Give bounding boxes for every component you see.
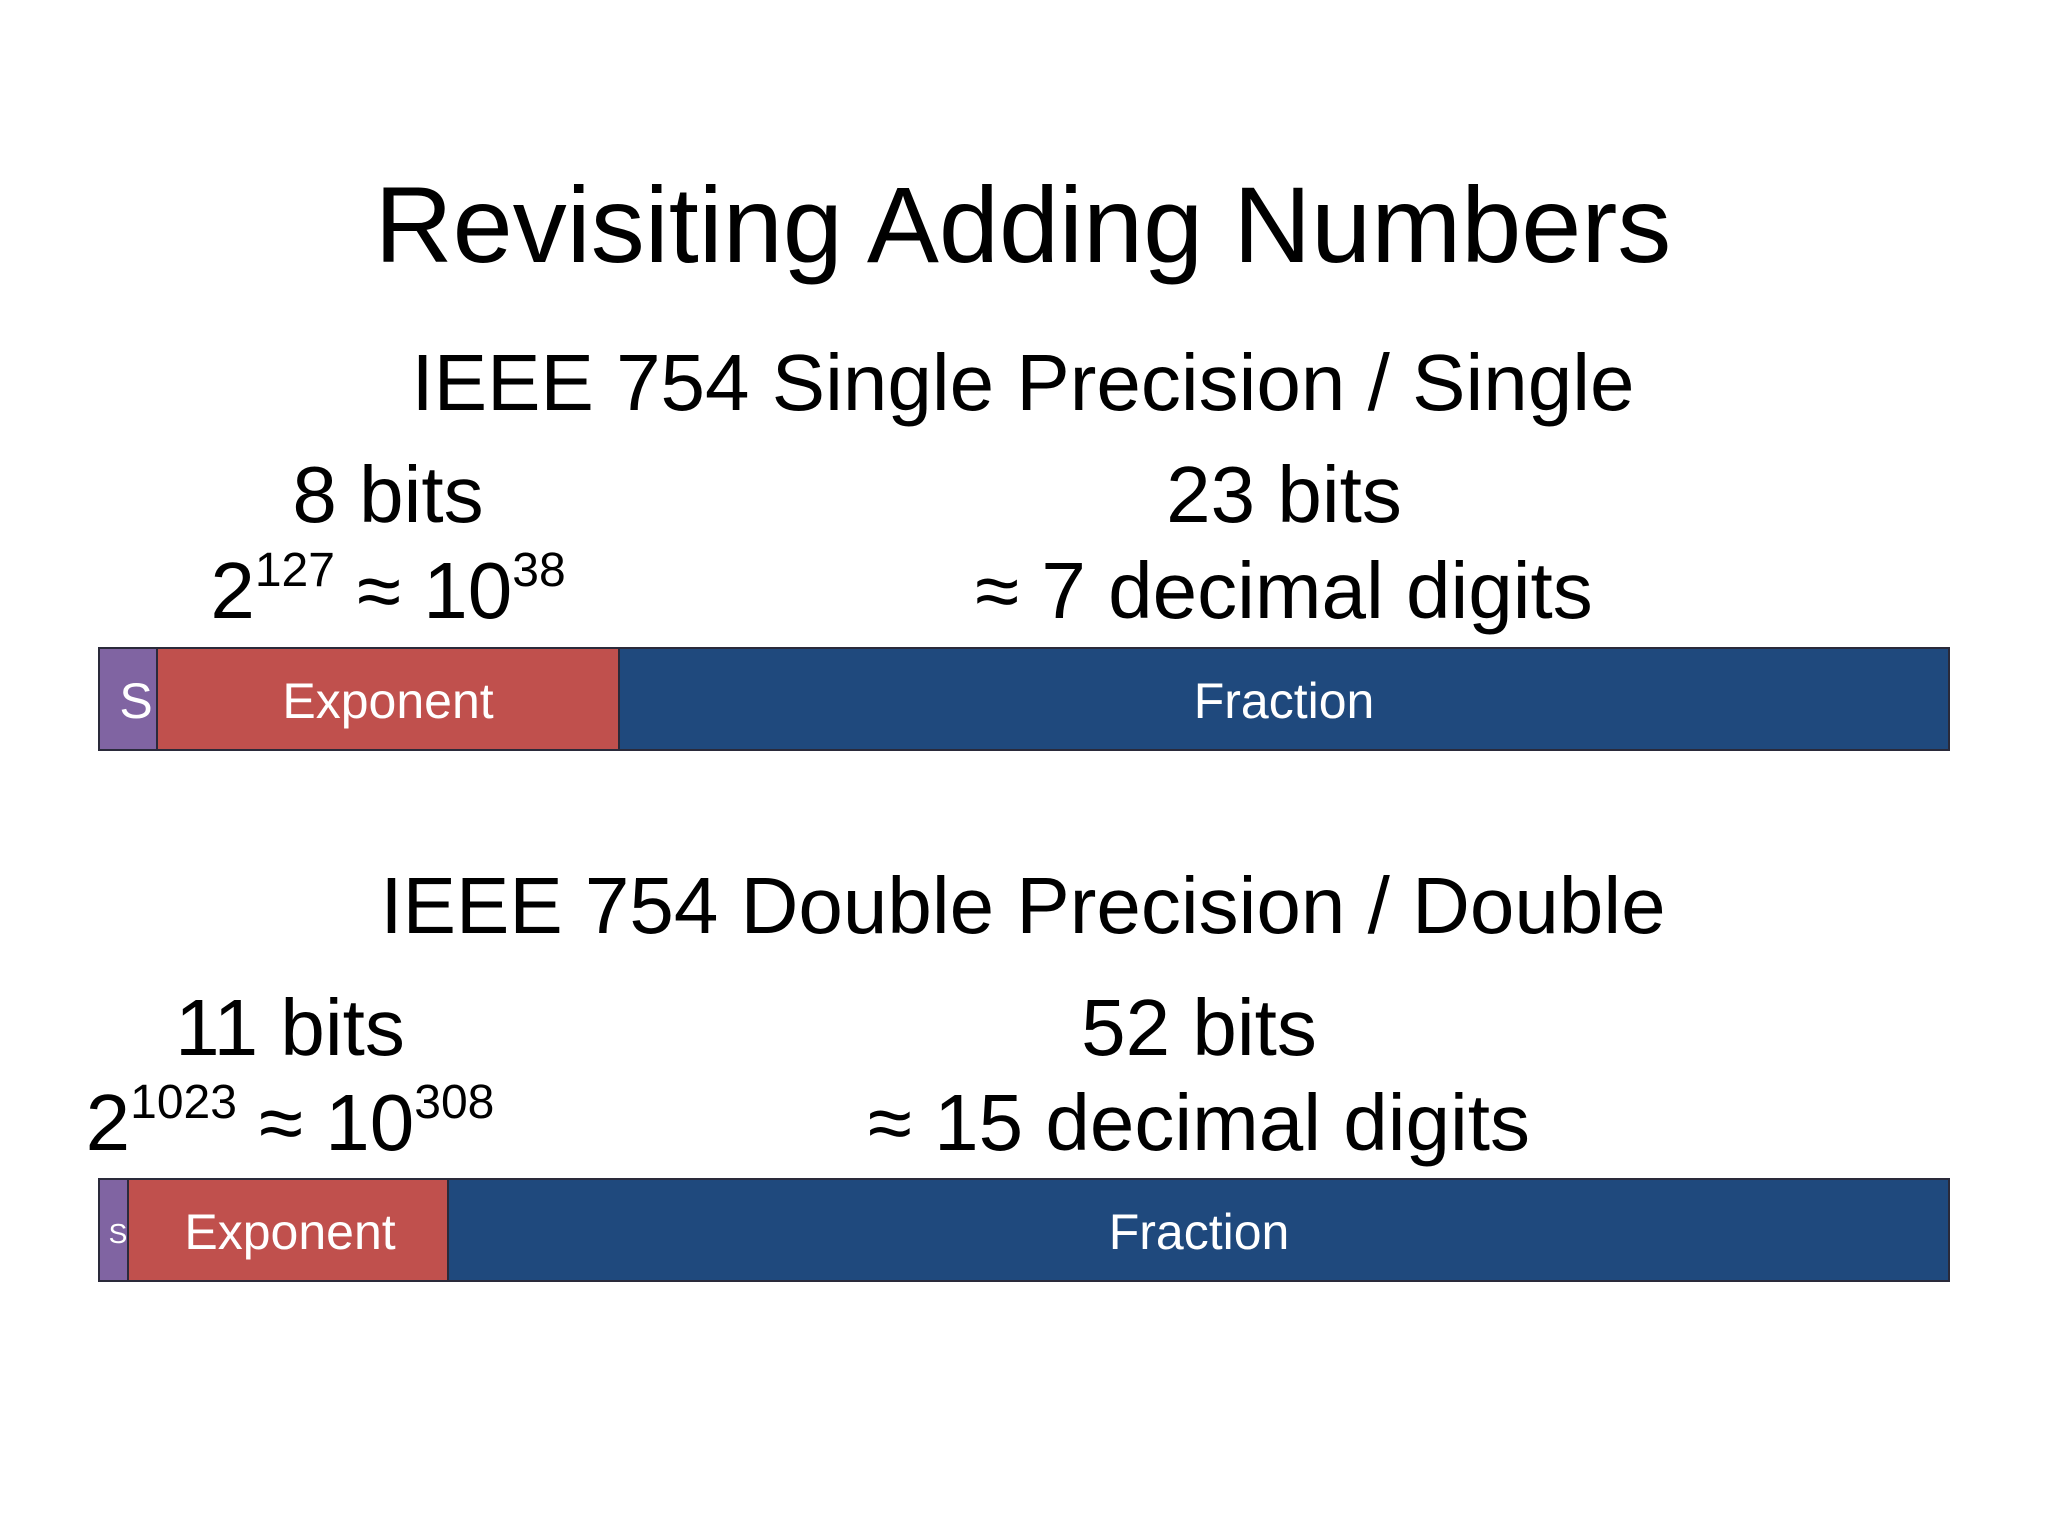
- range-base: 2: [86, 1078, 131, 1167]
- range-approx-power: 308: [414, 1076, 494, 1129]
- exponent-field: [127, 1178, 449, 1282]
- fraction-label: Fraction: [1194, 673, 1375, 729]
- exponent-label: Exponent: [184, 1204, 395, 1260]
- sign-label: S: [119, 673, 152, 729]
- range-base: 2: [210, 546, 255, 635]
- fraction-field: [618, 647, 1950, 751]
- fraction-precision: ≈ 15 decimal digits: [868, 1078, 1530, 1167]
- range-approx: ≈ 10: [237, 1078, 414, 1167]
- range-approx: ≈ 10: [335, 546, 512, 635]
- section-heading: IEEE 754 Double Precision / Double: [380, 861, 1665, 950]
- exponent-bits: 8 bits: [292, 450, 483, 539]
- fraction-field: [447, 1178, 1950, 1282]
- section-heading: IEEE 754 Single Precision / Single: [412, 338, 1635, 427]
- fraction-bits: 23 bits: [1166, 450, 1402, 539]
- range-power: 127: [255, 544, 335, 597]
- exponent-range: 21023 ≈ 10308: [86, 1076, 495, 1167]
- sign-field: [98, 647, 158, 751]
- fraction-label: Fraction: [1109, 1204, 1290, 1260]
- sign-label: S: [109, 1218, 128, 1249]
- range-power: 1023: [130, 1076, 237, 1129]
- exponent-bits: 11 bits: [175, 983, 405, 1072]
- exponent-range: 2127 ≈ 1038: [210, 544, 565, 635]
- fraction-bits: 52 bits: [1081, 983, 1317, 1072]
- fraction-precision: ≈ 7 decimal digits: [975, 546, 1593, 635]
- exponent-label: Exponent: [282, 673, 493, 729]
- slide-title: Revisiting Adding Numbers: [375, 164, 1672, 285]
- range-approx-power: 38: [512, 544, 565, 597]
